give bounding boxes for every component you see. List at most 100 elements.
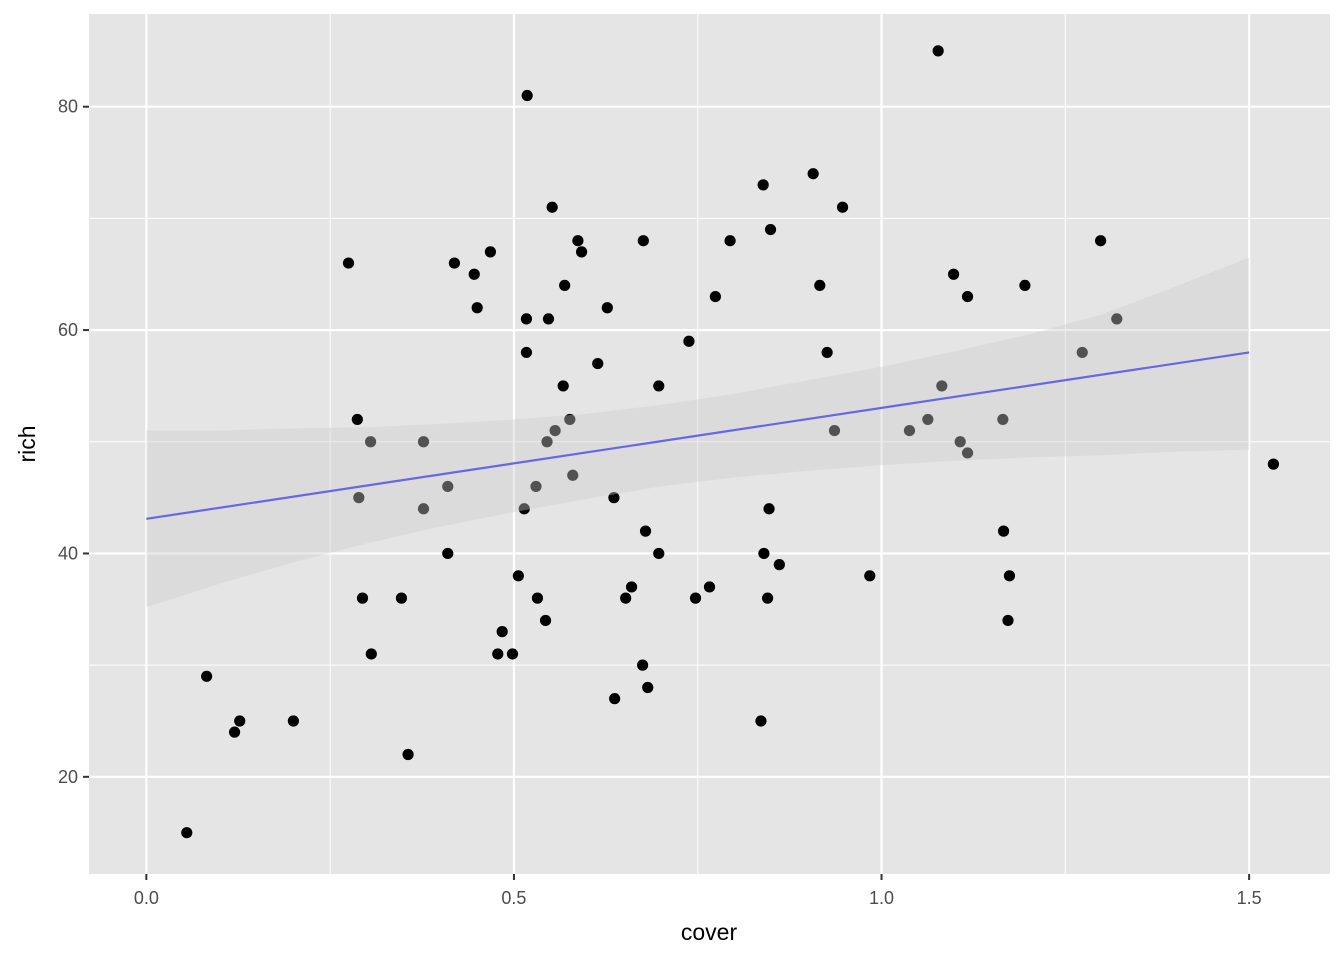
data-point — [903, 424, 916, 437]
data-point — [201, 670, 213, 682]
data-point — [821, 346, 833, 359]
y-tick-label: 40 — [58, 543, 78, 563]
data-point — [557, 380, 569, 392]
data-point — [395, 592, 408, 604]
data-point — [1095, 235, 1107, 247]
data-point — [471, 302, 483, 314]
data-point — [351, 413, 363, 426]
x-axis-title: cover — [681, 919, 738, 945]
data-point — [703, 581, 716, 593]
data-point — [575, 246, 588, 258]
data-point — [637, 235, 649, 247]
data-point — [757, 179, 769, 191]
data-point — [234, 715, 246, 727]
data-point — [353, 492, 365, 504]
data-point — [836, 201, 849, 213]
data-point — [496, 626, 508, 638]
x-tick-label: 0.5 — [501, 888, 526, 908]
data-point — [520, 313, 533, 325]
data-point — [814, 279, 826, 292]
data-point — [997, 413, 1009, 426]
data-point — [620, 592, 632, 604]
x-tick-label: 1.0 — [869, 888, 894, 908]
data-point — [442, 547, 454, 560]
plot-panel — [89, 14, 1330, 874]
data-point — [954, 436, 966, 448]
data-point — [601, 302, 613, 314]
data-point — [997, 525, 1010, 537]
data-point — [689, 592, 702, 604]
data-point — [506, 648, 519, 660]
data-point — [609, 693, 621, 705]
data-point — [1111, 313, 1123, 325]
data-point — [559, 279, 571, 292]
y-axis-title: rich — [14, 425, 40, 462]
data-point — [758, 547, 770, 560]
data-point — [922, 413, 934, 426]
y-axis-ticks: 20 40 60 80 — [58, 97, 89, 787]
data-point — [683, 335, 695, 347]
data-point — [961, 447, 974, 459]
data-point — [417, 436, 430, 448]
x-axis-ticks: 0.0 0.5 1.0 1.5 — [134, 874, 1262, 908]
data-point — [542, 313, 555, 325]
data-point — [763, 503, 775, 515]
minor-gridlines — [89, 14, 1330, 874]
data-point — [755, 715, 767, 727]
data-point — [1019, 279, 1031, 292]
confidence-band — [146, 257, 1250, 608]
data-point — [546, 201, 558, 213]
data-point — [492, 648, 504, 660]
data-point — [773, 559, 785, 571]
data-point — [512, 570, 524, 582]
data-point — [936, 380, 948, 392]
data-point — [531, 592, 544, 604]
data-point — [417, 503, 430, 515]
data-point — [653, 380, 665, 392]
data-point — [961, 290, 974, 303]
data-point — [864, 570, 876, 582]
data-point — [356, 592, 369, 604]
y-tick-label: 20 — [58, 767, 78, 787]
data-point — [807, 168, 819, 180]
data-point — [709, 290, 721, 303]
y-tick-label: 80 — [58, 97, 78, 117]
data-point — [572, 235, 584, 247]
data-point — [181, 827, 193, 839]
data-point — [530, 480, 542, 493]
data-point — [625, 581, 638, 593]
data-point — [1267, 458, 1279, 470]
data-point — [287, 715, 299, 727]
data-point — [1003, 570, 1016, 582]
data-point — [592, 357, 604, 370]
data-point — [484, 246, 497, 258]
data-point — [639, 525, 652, 537]
x-tick-label: 1.5 — [1237, 888, 1262, 908]
data-point — [947, 268, 960, 280]
data-point — [932, 45, 944, 57]
data-point — [468, 268, 480, 280]
data-point — [364, 436, 377, 448]
data-points — [181, 45, 1279, 839]
data-point — [448, 257, 460, 269]
data-point — [402, 748, 414, 761]
data-point — [539, 614, 552, 627]
data-point — [761, 592, 774, 604]
data-point — [1076, 346, 1088, 359]
major-gridlines — [89, 14, 1330, 874]
data-point — [365, 648, 377, 660]
data-point — [521, 89, 533, 102]
data-point — [653, 547, 665, 560]
data-point — [564, 413, 576, 426]
x-tick-label: 0.0 — [134, 888, 159, 908]
data-point — [642, 681, 654, 694]
data-point — [636, 659, 649, 671]
data-point — [342, 257, 355, 269]
trend-line — [146, 351, 1250, 520]
data-point — [724, 235, 736, 247]
data-point — [541, 436, 553, 448]
data-point — [1002, 614, 1014, 627]
data-point — [549, 424, 561, 437]
data-point — [608, 492, 620, 504]
